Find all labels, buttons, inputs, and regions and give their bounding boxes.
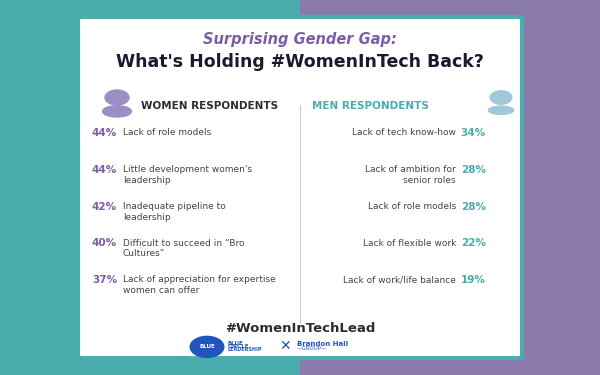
Text: BLUE: BLUE: [199, 344, 215, 350]
Text: —GROUP—: —GROUP—: [297, 346, 328, 351]
Text: 44%: 44%: [92, 128, 117, 138]
Text: Surprising Gender Gap:: Surprising Gender Gap:: [203, 32, 397, 47]
Text: #WomenInTechLead: #WomenInTechLead: [225, 322, 375, 335]
Text: LEADERSHIP: LEADERSHIP: [228, 347, 263, 352]
Text: Lack of ambition for
senior roles: Lack of ambition for senior roles: [365, 165, 456, 185]
Text: Lack of role models: Lack of role models: [368, 202, 456, 211]
Text: BLUE: BLUE: [228, 341, 244, 346]
Text: 40%: 40%: [92, 238, 117, 249]
Circle shape: [490, 91, 512, 104]
FancyBboxPatch shape: [78, 17, 522, 358]
Bar: [300, 0, 600, 375]
Circle shape: [105, 90, 129, 105]
Ellipse shape: [488, 106, 514, 114]
Bar: [0, 0, 300, 375]
Text: 28%: 28%: [461, 165, 486, 175]
Text: Difficult to succeed in “Bro
Cultures”: Difficult to succeed in “Bro Cultures”: [123, 238, 245, 258]
Text: CIRCLE: CIRCLE: [228, 344, 250, 350]
Text: 34%: 34%: [461, 128, 486, 138]
Text: WOMEN RESPONDENTS: WOMEN RESPONDENTS: [141, 101, 278, 111]
Text: 28%: 28%: [461, 202, 486, 212]
Circle shape: [190, 336, 224, 357]
Text: Lack of role models: Lack of role models: [123, 128, 211, 137]
Text: Inadequate pipeline to
leadership: Inadequate pipeline to leadership: [123, 202, 226, 222]
Text: MEN RESPONDENTS: MEN RESPONDENTS: [312, 101, 429, 111]
Text: 22%: 22%: [461, 238, 486, 249]
Text: Little development women's
leadership: Little development women's leadership: [123, 165, 252, 185]
Ellipse shape: [103, 106, 131, 117]
Text: 19%: 19%: [461, 275, 485, 285]
Text: Lack of work/life balance: Lack of work/life balance: [343, 275, 456, 284]
Text: Lack of appreciation for expertise
women can offer: Lack of appreciation for expertise women…: [123, 275, 276, 295]
Text: Brandon Hall: Brandon Hall: [297, 341, 348, 347]
Text: What's Holding #WomenInTech Back?: What's Holding #WomenInTech Back?: [116, 53, 484, 71]
Text: 37%: 37%: [92, 275, 117, 285]
Text: 42%: 42%: [92, 202, 117, 212]
Text: Lack of tech know-how: Lack of tech know-how: [352, 128, 456, 137]
Text: 44%: 44%: [92, 165, 117, 175]
Text: Lack of flexible work: Lack of flexible work: [362, 238, 456, 248]
Text: ✕: ✕: [279, 339, 291, 353]
